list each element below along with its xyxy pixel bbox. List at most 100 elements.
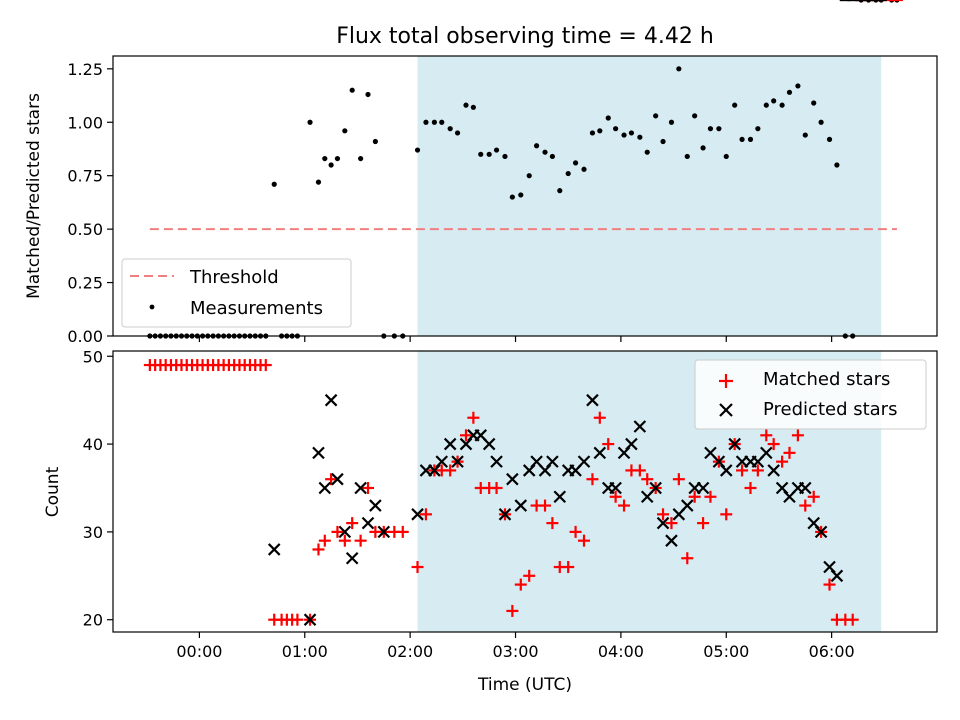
matched-star-point: [681, 552, 694, 565]
matched-star-point: [506, 604, 519, 617]
predicted-star-point: [830, 569, 844, 583]
measurement-point: [271, 181, 277, 187]
xtick-label: 00:00: [176, 642, 222, 661]
matched-star-point: [672, 473, 685, 486]
legend-threshold-label: Threshold: [189, 267, 279, 288]
measurement-point: [739, 136, 745, 142]
measurement-point: [328, 162, 334, 168]
matched-star-point: [736, 464, 749, 477]
measurement-point: [779, 102, 785, 108]
predicted-star-point: [312, 446, 325, 460]
measurement-point: [795, 83, 801, 89]
predicted-star-point: [760, 446, 773, 460]
measurement-point: [414, 147, 421, 153]
measurement-point: [358, 155, 364, 162]
count-axes-frame: [112, 350, 938, 633]
predicted-star-point: [324, 393, 338, 407]
predicted-star-point: [490, 455, 503, 468]
measurement-point: [834, 162, 840, 168]
matched-star-point: [593, 411, 606, 424]
predicted-star-point: [728, 437, 741, 451]
ratio-ytick-label: 1.25: [67, 60, 103, 79]
xtick-label: 03:00: [492, 642, 538, 661]
count-y-axis-label: Count: [43, 466, 63, 517]
ratio-ytick-label: 0.00: [67, 327, 103, 346]
predicted-star-point: [482, 437, 496, 451]
predicted-star-point: [345, 551, 359, 565]
measurement-point: [621, 132, 627, 138]
measurement-point: [486, 151, 492, 157]
predicted-star-point: [369, 499, 382, 512]
measurement-point: [668, 119, 675, 125]
predicted-star-point: [656, 516, 670, 530]
matched-star-point: [846, 613, 859, 626]
ratio-ytick-label: 0.25: [67, 274, 103, 293]
measurement-point: [454, 130, 461, 136]
measurement-point: [565, 170, 571, 177]
matched-star-point: [459, 429, 472, 442]
matched-star-point: [744, 481, 757, 494]
measurement-point: [613, 126, 619, 132]
measurement-point: [493, 147, 500, 153]
measurement-point: [423, 119, 429, 125]
predicted-star-point: [318, 481, 332, 495]
figure-title: Flux total observing time = 4.42 h: [336, 24, 714, 49]
count-ytick-label: 50: [83, 347, 103, 366]
predicted-star-point: [680, 499, 694, 512]
measurement-point: [307, 119, 313, 125]
matched-star-point: [704, 490, 717, 503]
measurement-point: [470, 104, 476, 110]
measurement-point: [826, 136, 833, 142]
count-y-ticks: 20 30 40 50: [83, 347, 113, 630]
measurement-point: [605, 115, 611, 121]
predicted-star-point: [553, 490, 567, 504]
matched-star-point: [697, 517, 710, 530]
matched-star-point: [823, 578, 836, 591]
predicted-star-point: [719, 464, 733, 477]
predicted-star-point: [377, 525, 391, 539]
predicted-star-point: [443, 437, 457, 451]
matched-star-point: [539, 499, 552, 512]
predicted-star-point: [338, 525, 352, 539]
measurement-point: [372, 138, 378, 145]
count-legend-box: [694, 359, 927, 430]
matched-star-point: [586, 473, 599, 486]
xtick-label: 01:00: [282, 642, 328, 661]
predicted-star-point: [303, 613, 317, 626]
matched-star-point: [361, 481, 374, 494]
xtick-label: 04:00: [598, 642, 644, 661]
x-axis-label: Time (UTC): [477, 675, 572, 695]
matched-star-point: [641, 473, 654, 486]
measurement-point: [723, 153, 729, 160]
measurement-point: [349, 87, 355, 93]
measurement-point: [509, 194, 515, 200]
count-ytick-label: 20: [83, 611, 103, 630]
measurement-point: [763, 102, 769, 108]
matched-star-point: [546, 517, 559, 530]
matched-star-point: [562, 561, 575, 574]
matched-star-point: [657, 508, 670, 521]
predicted-star-points: [267, 0, 887, 626]
predicted-star-point: [577, 455, 591, 468]
matched-star-point: [396, 525, 409, 538]
measurement-point: [518, 192, 524, 198]
count-ytick-label: 40: [83, 435, 103, 454]
measurement-point: [334, 155, 341, 162]
count-x-ticks: 00:00 01:00 02:00 03:00 04:00 05:00 06:00: [176, 632, 855, 661]
measurement-point: [572, 160, 579, 166]
matched-star-point: [354, 534, 367, 547]
matched-star-point: [259, 359, 272, 372]
measurement-point: [802, 132, 808, 138]
matched-star-point: [514, 578, 527, 591]
predicted-star-point: [435, 455, 449, 468]
measurement-point: [549, 153, 555, 160]
measurement-point: [502, 153, 508, 160]
measurement-point: [637, 134, 643, 140]
predicted-star-point: [625, 437, 638, 451]
xtick-label: 05:00: [703, 642, 749, 661]
predicted-star-point: [354, 481, 367, 495]
ratio-y-ticks: 0.00 0.25 0.50 0.75 1.00 1.25: [67, 60, 113, 346]
legend-predicted-swatch: [719, 403, 733, 417]
